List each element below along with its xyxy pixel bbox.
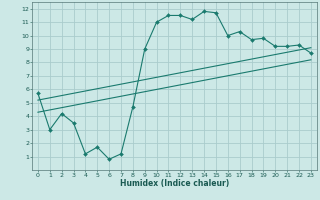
- X-axis label: Humidex (Indice chaleur): Humidex (Indice chaleur): [120, 179, 229, 188]
